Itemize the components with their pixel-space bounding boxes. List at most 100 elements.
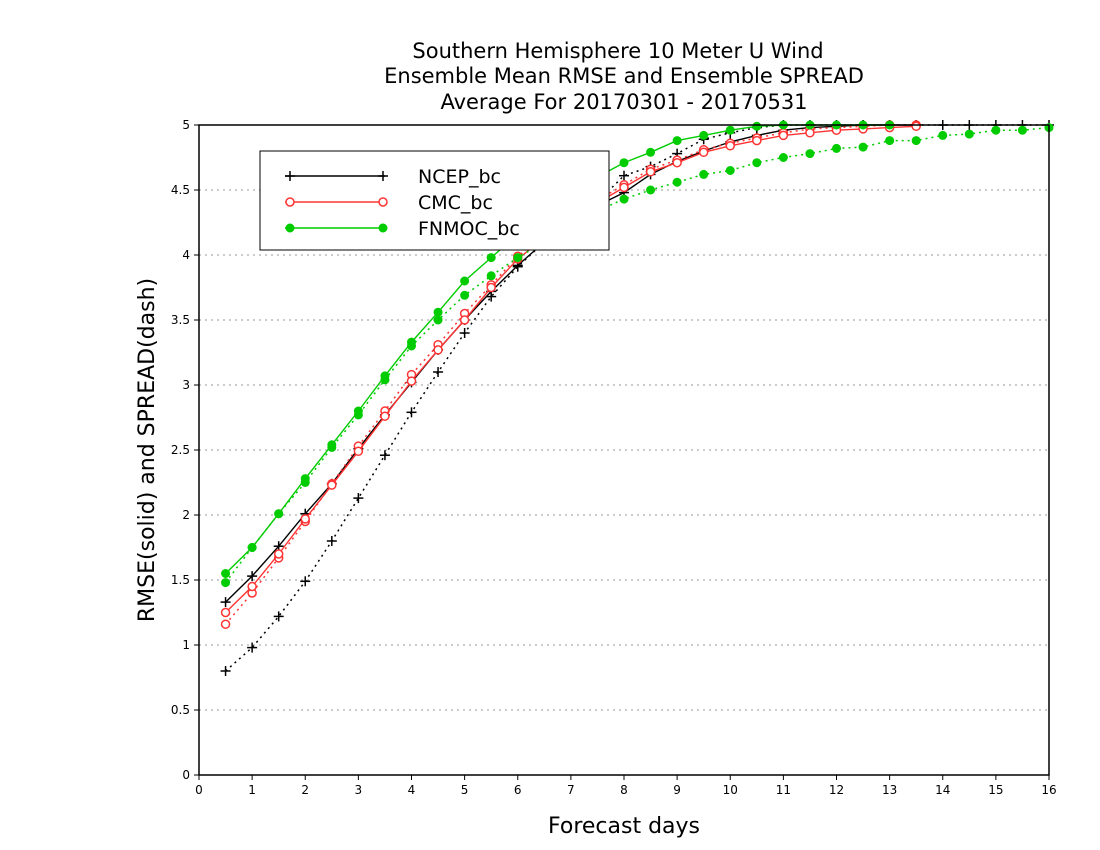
data-point xyxy=(433,345,443,355)
data-point xyxy=(285,223,295,233)
data-point xyxy=(619,182,629,193)
data-point xyxy=(752,121,762,131)
data-point xyxy=(247,543,257,552)
data-point xyxy=(274,509,284,519)
data-point xyxy=(805,128,815,138)
data-point xyxy=(858,142,868,152)
data-point xyxy=(220,607,231,618)
x-tick-label: 11 xyxy=(776,783,791,797)
data-point xyxy=(221,578,231,588)
legend: NCEP_bc CMC_bc FNMOC_bc xyxy=(259,150,610,251)
data-point xyxy=(725,166,735,175)
data-point xyxy=(247,642,258,653)
y-tick-label: 0.5 xyxy=(171,703,190,717)
data-point xyxy=(353,493,364,504)
chart-title-line-3: Average For 20170301 - 20170531 xyxy=(440,90,807,114)
x-tick-label: 6 xyxy=(514,783,522,797)
legend-item-fnmoc-bc: FNMOC_bc xyxy=(285,218,520,240)
data-point xyxy=(778,153,788,162)
data-point xyxy=(752,135,762,146)
x-tick-label: 2 xyxy=(301,783,309,797)
data-point xyxy=(486,253,496,263)
data-point xyxy=(1017,125,1027,135)
data-point xyxy=(619,158,629,168)
data-point xyxy=(619,194,629,204)
y-tick-label: 4.5 xyxy=(171,183,190,197)
data-point xyxy=(273,611,284,622)
data-point xyxy=(353,446,364,457)
legend-box xyxy=(259,150,610,251)
data-point xyxy=(460,276,470,286)
legend-label: FNMOC_bc xyxy=(418,218,520,240)
data-point xyxy=(911,136,921,146)
data-point xyxy=(698,147,709,158)
data-point xyxy=(699,130,709,140)
y-axis-title: RMSE(solid) and SPREAD(dash) xyxy=(135,278,160,622)
data-point xyxy=(285,197,295,207)
data-point xyxy=(379,450,390,461)
x-tick-label: 4 xyxy=(408,783,416,797)
legend-item-cmc-bc: CMC_bc xyxy=(285,192,493,214)
legend-item-ncep-bc: NCEP_bc xyxy=(285,166,501,188)
x-tick-label: 9 xyxy=(673,783,681,797)
legend-label: NCEP_bc xyxy=(418,166,501,188)
ncep-bc-spread-line xyxy=(225,124,1049,672)
data-point xyxy=(486,282,496,293)
x-tick-label: 13 xyxy=(882,783,897,797)
y-tick-label: 3 xyxy=(182,378,190,392)
data-point xyxy=(380,411,390,421)
data-point xyxy=(327,440,337,450)
grid xyxy=(199,189,1049,711)
data-point xyxy=(459,315,470,325)
x-tick-label: 0 xyxy=(195,783,203,797)
data-point xyxy=(460,290,470,300)
x-tick-label: 16 xyxy=(1041,783,1056,797)
data-point xyxy=(300,576,311,587)
data-point xyxy=(911,121,921,132)
data-point xyxy=(220,597,231,608)
data-point xyxy=(991,125,1001,135)
data-point xyxy=(220,619,231,629)
data-point xyxy=(619,170,629,181)
x-axis-title: Forecast days xyxy=(548,814,700,839)
x-tick-label: 8 xyxy=(620,783,628,797)
legend-label: CMC_bc xyxy=(418,192,493,214)
y-tick-label: 0 xyxy=(182,768,190,782)
data-point xyxy=(220,666,231,676)
x-tick-label: 15 xyxy=(988,783,1003,797)
data-point xyxy=(378,197,388,207)
data-point xyxy=(938,130,948,140)
x-axis: 0 1 2 3 4 5 6 7 8 9 10 11 12 13 14 15 16 xyxy=(195,775,1057,797)
y-tick-label: 1.5 xyxy=(171,573,190,587)
data-point xyxy=(247,571,258,582)
x-tick-label: 3 xyxy=(355,783,363,797)
data-point xyxy=(407,337,416,347)
data-point xyxy=(486,271,496,281)
y-tick-label: 5 xyxy=(182,118,190,132)
data-point xyxy=(725,141,735,151)
chart-title: Southern Hemisphere 10 Meter U Wind Ense… xyxy=(384,39,864,114)
data-point xyxy=(378,171,388,181)
data-point xyxy=(433,315,443,325)
data-point xyxy=(300,514,310,524)
data-point xyxy=(778,130,789,141)
data-point xyxy=(285,171,295,181)
data-point xyxy=(646,185,656,195)
x-tick-label: 7 xyxy=(567,783,575,797)
data-point xyxy=(300,474,310,484)
data-point xyxy=(964,129,974,139)
data-point xyxy=(247,581,257,592)
data-point xyxy=(221,569,231,578)
data-point xyxy=(273,549,284,559)
data-point xyxy=(406,407,417,418)
data-point xyxy=(885,136,895,146)
y-axis: 0 0.5 1 1.5 2 2.5 3 3.5 4 4.5 5 xyxy=(171,118,199,782)
chart-title-line-2: Ensemble Mean RMSE and Ensemble SPREAD xyxy=(384,64,864,88)
data-point xyxy=(672,136,682,146)
y-tick-label: 3.5 xyxy=(171,313,190,327)
x-tick-label: 14 xyxy=(935,783,950,797)
x-tick-label: 12 xyxy=(829,783,844,797)
data-point xyxy=(380,371,390,381)
y-tick-label: 1 xyxy=(182,638,190,652)
y-tick-label: 2.5 xyxy=(171,443,190,457)
